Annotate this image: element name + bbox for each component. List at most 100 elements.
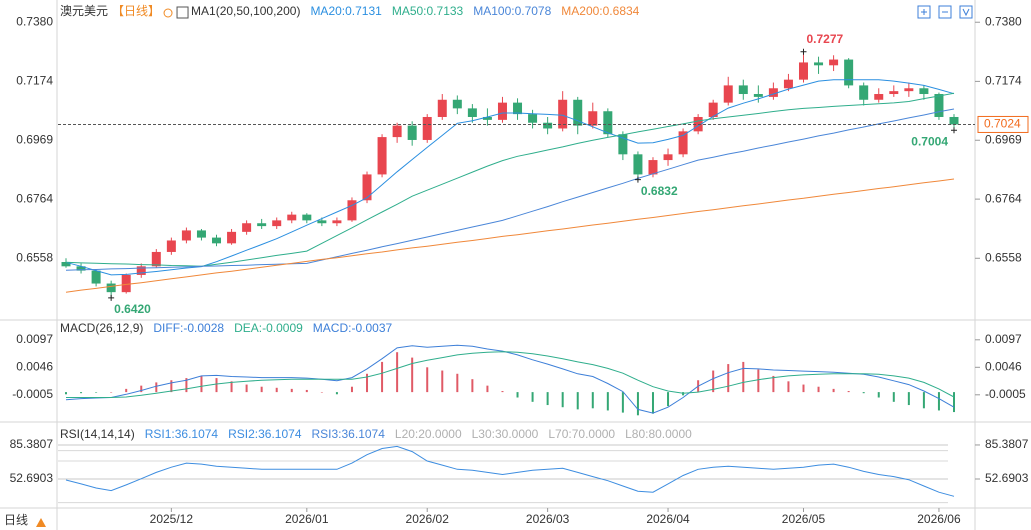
level-label: L80:80.0000 <box>625 427 692 441</box>
macd-bar <box>667 392 670 407</box>
macd-bar <box>155 382 158 393</box>
candle-body <box>422 116 432 140</box>
toolbar-icon[interactable] <box>959 5 973 19</box>
y-tick-label-right: 0.6558 <box>985 250 1022 264</box>
macd-bar <box>862 392 865 394</box>
series-line <box>65 79 955 276</box>
macd-bar <box>501 391 504 393</box>
macd-bar <box>727 364 730 393</box>
candle-body <box>497 102 507 120</box>
level-label: L70:70.0000 <box>548 427 615 441</box>
macd-bar <box>245 384 248 393</box>
candle-body <box>377 137 387 175</box>
candle-body <box>949 116 959 125</box>
candle-body <box>859 85 869 100</box>
legend-entry: MA20:0.7131 <box>310 4 382 18</box>
extreme-marker <box>108 294 115 301</box>
macd-bar <box>561 392 564 408</box>
legend-entry: MACD:-0.0037 <box>313 321 393 335</box>
macd-bar <box>170 380 173 393</box>
macd-bar <box>682 392 685 396</box>
candle-body <box>287 214 297 221</box>
macd-bar <box>456 373 459 393</box>
candle-body <box>407 125 417 140</box>
last-price-label: 0.7024 <box>984 117 1021 131</box>
y-tick-label: 0.6969 <box>16 132 53 146</box>
candle-body <box>257 223 267 227</box>
macd-bar <box>320 392 323 393</box>
candle-body <box>558 99 568 129</box>
candle-body <box>814 62 824 66</box>
macd-bar <box>832 388 835 393</box>
candle-body <box>166 240 176 252</box>
period-tab[interactable]: 日线 <box>4 513 46 527</box>
macd-bar <box>606 392 609 411</box>
candle-body <box>738 85 748 95</box>
macd-bar <box>260 386 263 393</box>
macd-bar <box>516 392 519 398</box>
candle-body <box>91 270 101 284</box>
y-tick-label-right: 0.6969 <box>985 132 1022 146</box>
x-tick-label: 2026/03 <box>526 512 570 526</box>
candle-body <box>317 220 327 224</box>
period-tab-label[interactable]: 日线 <box>4 513 28 527</box>
candle-body <box>528 114 538 123</box>
macd-bar <box>426 367 429 393</box>
x-tick-label: 2026/04 <box>646 512 690 526</box>
candle-body <box>467 108 477 117</box>
series-line <box>65 92 955 267</box>
candle-body <box>76 266 86 271</box>
y-tick-label: 0.6764 <box>16 191 53 205</box>
macd-bar <box>937 392 940 411</box>
candle-body <box>768 88 778 97</box>
annotation: 0.6832 <box>641 184 678 198</box>
series-line <box>65 445 955 497</box>
x-tick-label: 2026/01 <box>285 512 329 526</box>
period-label: 【日线】 <box>112 4 160 18</box>
y-tick-label-right: 0.6764 <box>985 191 1022 205</box>
candle-body <box>121 274 131 293</box>
macd-bar <box>576 392 579 410</box>
macd-bar <box>907 392 910 406</box>
y-tick-label: 0.6558 <box>16 250 53 264</box>
macd-bar <box>95 392 98 393</box>
legend-entry: RSI2:36.1074 <box>228 427 302 441</box>
series-line <box>66 351 955 398</box>
y-tick-label: 85.3807 <box>10 437 54 451</box>
y-tick-label-right: -0.0005 <box>985 387 1026 401</box>
candle-body <box>904 88 914 92</box>
series-line <box>65 178 955 293</box>
y-tick-label: 0.0097 <box>16 332 53 346</box>
y-tick-label-right: 52.6903 <box>985 471 1029 485</box>
candle-body <box>678 131 688 155</box>
macd-bar <box>110 392 113 393</box>
candle-body <box>633 154 643 175</box>
candle-body <box>136 266 146 275</box>
macd-bar <box>712 370 715 393</box>
candle-body <box>181 230 191 241</box>
macd-bar <box>651 392 654 414</box>
header-icon <box>163 8 173 18</box>
macd-bar <box>65 392 67 395</box>
macd-bar <box>486 385 489 393</box>
toolbar-icon[interactable] <box>938 5 952 19</box>
macd-bar <box>546 392 549 406</box>
candle-body <box>227 231 237 244</box>
macd-bar <box>847 391 850 393</box>
series-line <box>65 108 955 271</box>
candle-body <box>844 59 854 86</box>
extreme-marker <box>634 176 641 183</box>
macd-bar <box>892 392 895 402</box>
extreme-marker <box>800 48 807 55</box>
toolbar-icon[interactable] <box>917 5 931 19</box>
y-tick-label-right: 0.7174 <box>985 74 1022 88</box>
macd-bar <box>817 386 820 393</box>
toolbar[interactable] <box>917 5 973 19</box>
candle-body <box>482 116 492 120</box>
macd-bar <box>757 369 760 393</box>
macd-bar <box>621 392 624 413</box>
macd-bar <box>275 387 278 393</box>
